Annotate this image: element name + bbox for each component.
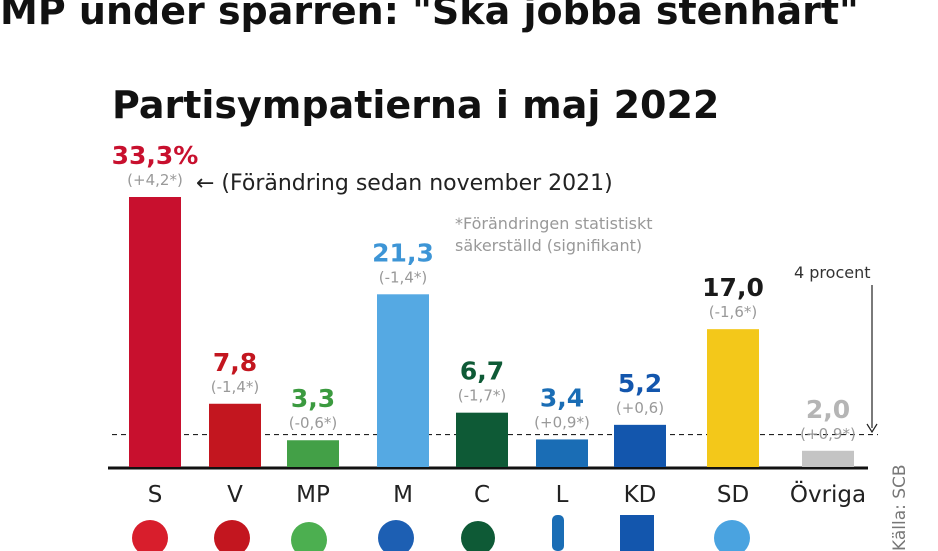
value-label: 6,7 (460, 357, 504, 386)
bar (614, 424, 666, 467)
value-label: 3,4 (540, 383, 584, 412)
party-logos (132, 515, 750, 551)
x-tick-label: C (474, 482, 490, 508)
value-label: 7,8 (213, 348, 257, 377)
value-label: 17,0 (702, 273, 764, 302)
x-tick-label: L (556, 482, 569, 508)
arrow-head (866, 423, 878, 434)
change-label: (-1,6*) (709, 303, 757, 321)
change-label: (+0,9*) (534, 413, 590, 431)
change-label: (-1,7*) (458, 387, 506, 405)
bar (129, 197, 181, 467)
bar (209, 403, 261, 467)
change-label: (-1,4*) (211, 378, 259, 396)
change-label: (+0,6) (616, 399, 664, 417)
x-tick-label: SD (717, 482, 749, 508)
change-label: (-0,6*) (289, 414, 337, 432)
bar (377, 294, 429, 467)
logo-kd (620, 515, 654, 551)
bar (536, 439, 588, 467)
value-label: 21,3 (372, 238, 434, 267)
x-tick-label: KD (624, 482, 657, 508)
value-label: 2,0 (806, 395, 850, 424)
logo-v (214, 520, 250, 551)
logo-mp (291, 522, 327, 551)
significance-note: *Förändringen statistiskt (455, 214, 653, 233)
logo-sd (714, 520, 750, 551)
significance-note: säkerställd (signifikant) (455, 236, 642, 255)
bar (456, 412, 508, 467)
x-tick-label: S (148, 482, 163, 508)
bar (707, 329, 759, 467)
chart-title: Partisympatierna i maj 2022 (112, 83, 719, 127)
change-label: (+4,2*) (127, 171, 183, 189)
bar (802, 450, 854, 467)
logo-s (132, 520, 168, 551)
change-label: (-1,4*) (379, 268, 427, 286)
x-tick-label: V (227, 482, 243, 508)
source: Källa: SCB (890, 464, 910, 551)
logo-m (378, 520, 414, 551)
x-tick-label: MP (296, 482, 330, 508)
logo-c (461, 521, 495, 551)
headline: MP under sparren: "Ska jobba stenhårt" (0, 0, 859, 33)
bar (287, 440, 339, 467)
x-tick-label: Övriga (790, 480, 866, 508)
x-tick-label: M (393, 482, 413, 508)
value-label: 5,2 (618, 369, 662, 398)
value-label: 33,3% (112, 141, 199, 170)
value-label: 3,3 (291, 384, 335, 413)
change-label: (+0,9*) (800, 425, 856, 443)
logo-l (552, 515, 564, 551)
change-note: ← (Förändring sedan november 2021) (196, 171, 613, 196)
threshold-label: 4 procent (794, 263, 871, 282)
